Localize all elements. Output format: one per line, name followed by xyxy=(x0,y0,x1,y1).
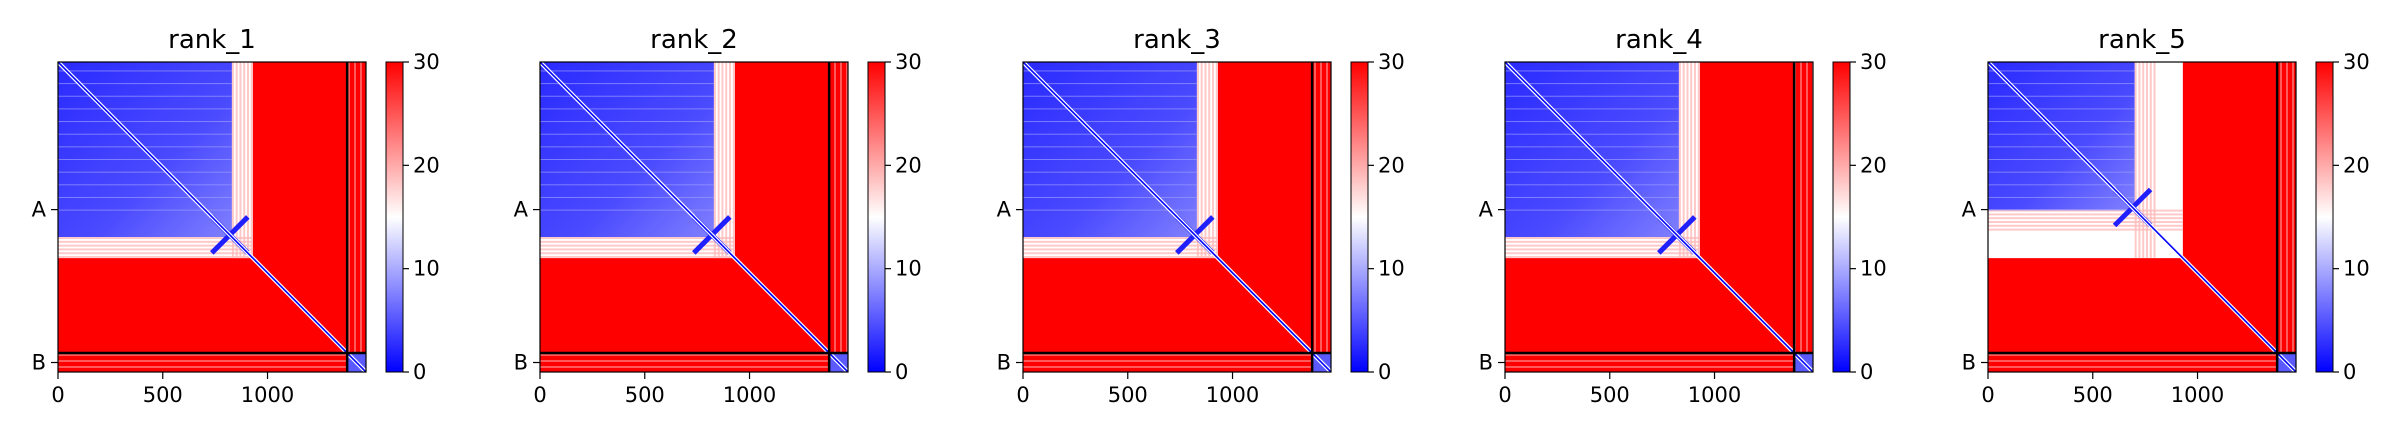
diagonal-line xyxy=(540,62,848,372)
x-tick-label: 1000 xyxy=(1688,383,1741,407)
panel-title: rank_1 xyxy=(168,25,256,55)
colorbar-tick-label: 30 xyxy=(2343,50,2370,74)
y-tick-label: A xyxy=(32,198,47,222)
axes-frame xyxy=(539,61,849,373)
colorbar-tick-label: 0 xyxy=(1378,360,1391,384)
y-tick-label: B xyxy=(997,351,1011,375)
interchain-region-bottom xyxy=(58,353,348,372)
x-tick-label: 0 xyxy=(51,383,64,407)
diagonal-line xyxy=(1023,62,1331,372)
panel-title: rank_4 xyxy=(1615,25,1703,55)
panel-title: rank_3 xyxy=(1133,25,1221,55)
colorbar-tick-label: 0 xyxy=(895,360,908,384)
colorbar-tick-label: 30 xyxy=(1860,50,1887,74)
colorbar-tick-label: 0 xyxy=(2343,360,2356,384)
colorbar-tick-label: 30 xyxy=(1378,50,1405,74)
x-tick-label: 0 xyxy=(533,383,546,407)
diagonal-line xyxy=(58,62,366,372)
axes-frame xyxy=(57,61,367,373)
axes-frame xyxy=(1987,61,2297,373)
diagonal-line xyxy=(1988,62,2296,372)
interchain-region-right xyxy=(1312,62,1331,354)
interchain-region-right xyxy=(347,62,366,354)
y-tick-label: B xyxy=(32,351,46,375)
y-tick-label: A xyxy=(1962,198,1977,222)
diagonal-line xyxy=(1505,62,1813,372)
colorbar-tick-label: 10 xyxy=(1860,257,1887,281)
colorbar xyxy=(385,61,404,373)
colorbar xyxy=(2315,61,2334,373)
colorbar-tick-label: 20 xyxy=(2343,153,2370,177)
panel-title: rank_2 xyxy=(650,25,738,55)
x-tick-label: 500 xyxy=(2073,383,2113,407)
y-tick-label: B xyxy=(1479,351,1493,375)
interchain-region-right xyxy=(2277,62,2296,354)
colorbar-tick-label: 20 xyxy=(895,153,922,177)
y-tick-label: A xyxy=(514,198,529,222)
y-tick-label: B xyxy=(1962,351,1976,375)
y-tick-label: A xyxy=(1479,198,1494,222)
x-tick-label: 1000 xyxy=(1206,383,1259,407)
interchain-region-right xyxy=(1794,62,1813,354)
colorbar xyxy=(1832,61,1851,373)
colorbar xyxy=(867,61,886,373)
colorbar-tick-label: 0 xyxy=(413,360,426,384)
colorbar-tick-label: 20 xyxy=(413,153,440,177)
interchain-region-bottom xyxy=(540,353,830,372)
panel-title: rank_5 xyxy=(2098,25,2186,55)
colorbar-tick-label: 10 xyxy=(413,257,440,281)
interchain-region-bottom xyxy=(1023,353,1313,372)
colorbar-tick-label: 20 xyxy=(1378,153,1405,177)
axes-frame xyxy=(1504,61,1814,373)
axes-frame xyxy=(1022,61,1332,373)
colorbar-tick-label: 10 xyxy=(2343,257,2370,281)
x-tick-label: 500 xyxy=(625,383,665,407)
colorbar-tick-label: 30 xyxy=(895,50,922,74)
x-tick-label: 1000 xyxy=(2171,383,2224,407)
interchain-region-bottom xyxy=(1505,353,1795,372)
y-tick-label: A xyxy=(997,198,1012,222)
x-tick-label: 0 xyxy=(1498,383,1511,407)
x-tick-label: 0 xyxy=(1981,383,1994,407)
x-tick-label: 500 xyxy=(143,383,183,407)
colorbar xyxy=(1350,61,1369,373)
y-tick-label: B xyxy=(514,351,528,375)
colorbar-tick-label: 10 xyxy=(1378,257,1405,281)
colorbar-tick-label: 0 xyxy=(1860,360,1873,384)
colorbar-tick-label: 20 xyxy=(1860,153,1887,177)
interchain-region-right xyxy=(829,62,848,354)
x-tick-label: 500 xyxy=(1590,383,1630,407)
x-tick-label: 1000 xyxy=(723,383,776,407)
x-tick-label: 1000 xyxy=(241,383,294,407)
colorbar-tick-label: 30 xyxy=(413,50,440,74)
colorbar-tick-label: 10 xyxy=(895,257,922,281)
interchain-region-bottom xyxy=(1988,353,2278,372)
x-tick-label: 0 xyxy=(1016,383,1029,407)
x-tick-label: 500 xyxy=(1108,383,1148,407)
